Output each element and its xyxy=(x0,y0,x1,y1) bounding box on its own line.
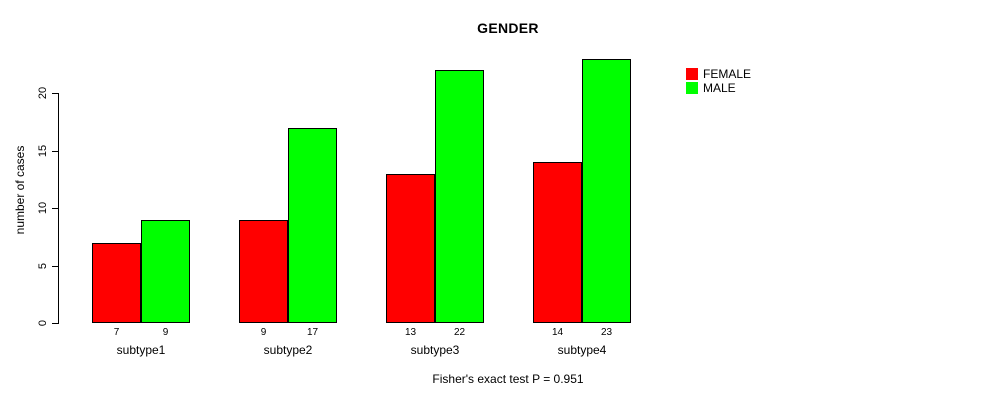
bar-male-subtype4 xyxy=(582,59,631,323)
chart-title: GENDER xyxy=(477,20,539,36)
y-axis-tick xyxy=(52,151,58,152)
y-axis-line xyxy=(58,93,59,324)
bar-female-subtype3 xyxy=(386,174,435,323)
y-axis-tick xyxy=(52,208,58,209)
x-category-label-subtype3: subtype3 xyxy=(410,343,460,357)
bar-value-male-subtype1: 9 xyxy=(162,327,169,338)
y-axis-tick xyxy=(52,266,58,267)
y-axis-tick-label: 10 xyxy=(37,201,49,215)
legend-label-male: MALE xyxy=(703,81,736,95)
bar-value-male-subtype2: 17 xyxy=(306,327,319,338)
bar-female-subtype2 xyxy=(239,220,288,323)
y-axis-tick-label: 15 xyxy=(37,144,49,158)
y-axis-tick xyxy=(52,323,58,324)
male-color-swatch xyxy=(686,82,698,94)
y-axis-tick-label: 20 xyxy=(37,86,49,100)
legend-label-female: FEMALE xyxy=(703,67,752,81)
bar-male-subtype3 xyxy=(435,70,484,323)
y-axis-tick xyxy=(52,93,58,94)
legend: FEMALE MALE xyxy=(686,67,751,95)
y-axis-tick-label: 5 xyxy=(37,262,49,270)
bar-male-subtype2 xyxy=(288,128,337,323)
legend-item-female: FEMALE xyxy=(686,67,751,81)
bar-female-subtype1 xyxy=(92,243,141,323)
bar-value-female-subtype4: 14 xyxy=(551,327,564,338)
bar-male-subtype1 xyxy=(141,220,190,323)
y-axis-tick-label: 0 xyxy=(37,319,49,327)
stat-test-caption: Fisher's exact test P = 0.951 xyxy=(432,372,584,386)
y-axis-label: number of cases xyxy=(13,145,27,235)
bar-value-female-subtype2: 9 xyxy=(260,327,267,338)
bar-value-female-subtype3: 13 xyxy=(404,327,417,338)
bar-value-male-subtype3: 22 xyxy=(453,327,466,338)
x-category-label-subtype4: subtype4 xyxy=(557,343,607,357)
legend-item-male: MALE xyxy=(686,81,751,95)
bar-value-male-subtype4: 23 xyxy=(600,327,613,338)
x-category-label-subtype1: subtype1 xyxy=(116,343,166,357)
female-color-swatch xyxy=(686,68,698,80)
bar-female-subtype4 xyxy=(533,162,582,323)
bar-value-female-subtype1: 7 xyxy=(113,327,120,338)
x-category-label-subtype2: subtype2 xyxy=(263,343,313,357)
